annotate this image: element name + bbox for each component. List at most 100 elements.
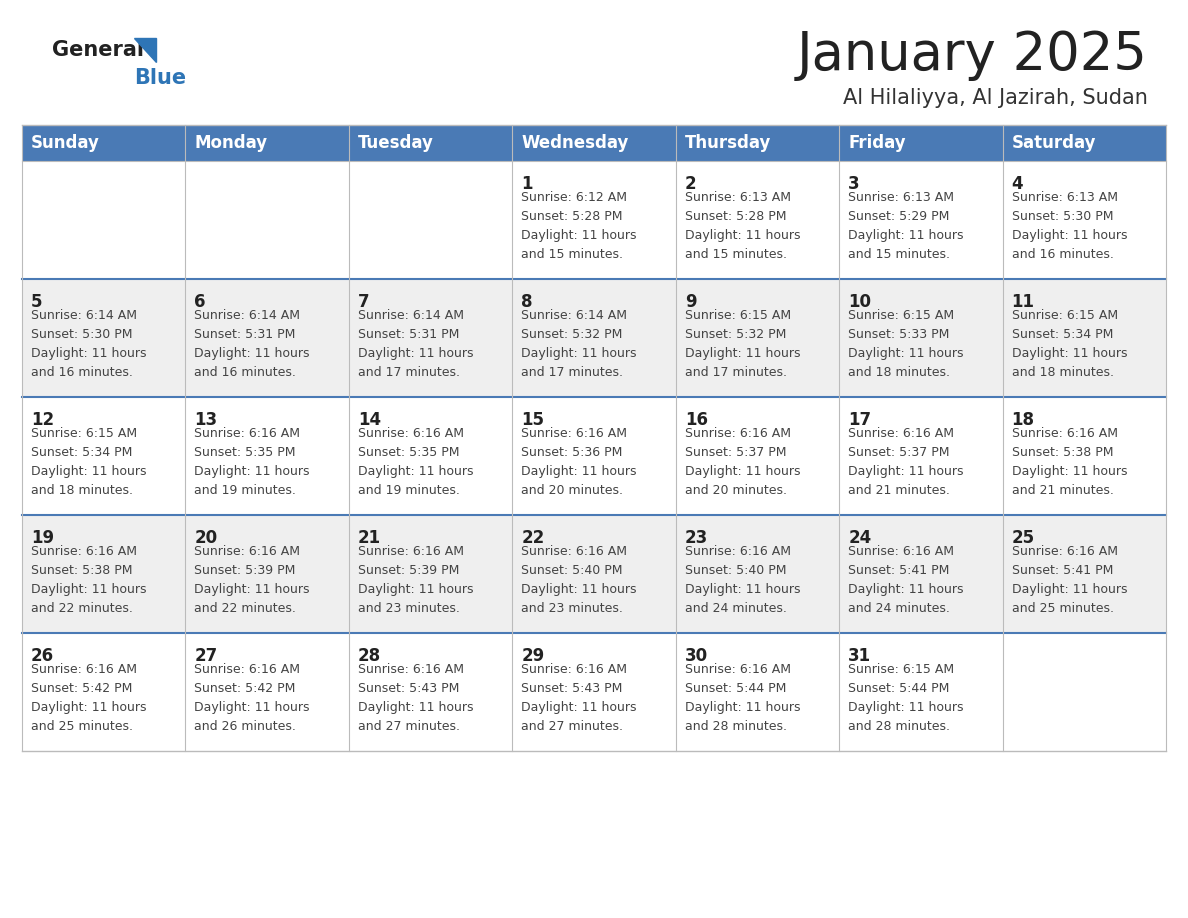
- Text: Sunrise: 6:14 AM: Sunrise: 6:14 AM: [522, 309, 627, 322]
- Text: Daylight: 11 hours: Daylight: 11 hours: [358, 583, 473, 596]
- Text: Thursday: Thursday: [684, 134, 771, 152]
- Text: and 28 minutes.: and 28 minutes.: [684, 720, 786, 733]
- Text: Sunrise: 6:16 AM: Sunrise: 6:16 AM: [522, 427, 627, 440]
- Text: Daylight: 11 hours: Daylight: 11 hours: [684, 465, 801, 478]
- Text: 10: 10: [848, 293, 871, 311]
- Text: Daylight: 11 hours: Daylight: 11 hours: [522, 465, 637, 478]
- Bar: [23, 161, 1165, 279]
- Text: Daylight: 11 hours: Daylight: 11 hours: [1011, 229, 1127, 242]
- Text: 3: 3: [848, 175, 860, 193]
- Text: Daylight: 11 hours: Daylight: 11 hours: [684, 229, 801, 242]
- Text: Daylight: 11 hours: Daylight: 11 hours: [522, 583, 637, 596]
- Text: and 25 minutes.: and 25 minutes.: [31, 720, 133, 733]
- Text: 19: 19: [31, 529, 55, 547]
- Text: Sunrise: 6:16 AM: Sunrise: 6:16 AM: [1011, 545, 1118, 558]
- Text: and 27 minutes.: and 27 minutes.: [522, 720, 624, 733]
- Bar: [23, 515, 1165, 633]
- Text: Sunset: 5:37 PM: Sunset: 5:37 PM: [684, 446, 786, 459]
- Text: Sunset: 5:42 PM: Sunset: 5:42 PM: [195, 682, 296, 695]
- Text: and 17 minutes.: and 17 minutes.: [522, 366, 624, 379]
- Text: Daylight: 11 hours: Daylight: 11 hours: [358, 465, 473, 478]
- Text: 26: 26: [31, 647, 55, 665]
- Text: and 20 minutes.: and 20 minutes.: [522, 484, 624, 497]
- Text: Daylight: 11 hours: Daylight: 11 hours: [684, 347, 801, 360]
- Text: Sunset: 5:42 PM: Sunset: 5:42 PM: [31, 682, 132, 695]
- Text: Daylight: 11 hours: Daylight: 11 hours: [31, 465, 146, 478]
- Text: Sunset: 5:31 PM: Sunset: 5:31 PM: [195, 328, 296, 341]
- Text: 22: 22: [522, 529, 544, 547]
- Text: Daylight: 11 hours: Daylight: 11 hours: [358, 701, 473, 714]
- Text: 5: 5: [31, 293, 43, 311]
- Text: Sunrise: 6:16 AM: Sunrise: 6:16 AM: [195, 545, 301, 558]
- Text: Daylight: 11 hours: Daylight: 11 hours: [31, 347, 146, 360]
- Bar: [349, 125, 512, 161]
- Text: Sunset: 5:41 PM: Sunset: 5:41 PM: [1011, 564, 1113, 577]
- Text: Daylight: 11 hours: Daylight: 11 hours: [522, 347, 637, 360]
- Text: Daylight: 11 hours: Daylight: 11 hours: [1011, 347, 1127, 360]
- Bar: [676, 125, 839, 161]
- Text: January 2025: January 2025: [797, 29, 1148, 81]
- Text: General: General: [52, 40, 144, 60]
- Text: Sunrise: 6:13 AM: Sunrise: 6:13 AM: [1011, 191, 1118, 204]
- Text: and 25 minutes.: and 25 minutes.: [1011, 602, 1113, 615]
- Text: Daylight: 11 hours: Daylight: 11 hours: [848, 347, 963, 360]
- Text: Sunset: 5:28 PM: Sunset: 5:28 PM: [684, 210, 786, 223]
- Text: Daylight: 11 hours: Daylight: 11 hours: [684, 701, 801, 714]
- Text: Sunrise: 6:16 AM: Sunrise: 6:16 AM: [31, 663, 137, 676]
- Bar: [1003, 125, 1165, 161]
- Text: 11: 11: [1011, 293, 1035, 311]
- Text: Sunrise: 6:16 AM: Sunrise: 6:16 AM: [358, 663, 463, 676]
- Text: and 17 minutes.: and 17 minutes.: [358, 366, 460, 379]
- Text: 1: 1: [522, 175, 532, 193]
- Text: 27: 27: [195, 647, 217, 665]
- Text: 31: 31: [848, 647, 871, 665]
- Text: and 18 minutes.: and 18 minutes.: [31, 484, 133, 497]
- Text: Sunrise: 6:16 AM: Sunrise: 6:16 AM: [684, 663, 791, 676]
- Text: Sunrise: 6:16 AM: Sunrise: 6:16 AM: [1011, 427, 1118, 440]
- Text: Sunrise: 6:15 AM: Sunrise: 6:15 AM: [1011, 309, 1118, 322]
- Text: Al Hilaliyya, Al Jazirah, Sudan: Al Hilaliyya, Al Jazirah, Sudan: [843, 88, 1148, 108]
- Text: and 22 minutes.: and 22 minutes.: [195, 602, 296, 615]
- Text: Sunset: 5:34 PM: Sunset: 5:34 PM: [31, 446, 132, 459]
- Bar: [839, 125, 1003, 161]
- Text: and 19 minutes.: and 19 minutes.: [195, 484, 296, 497]
- Text: and 21 minutes.: and 21 minutes.: [1011, 484, 1113, 497]
- Text: and 16 minutes.: and 16 minutes.: [31, 366, 133, 379]
- Text: Blue: Blue: [134, 68, 187, 88]
- Polygon shape: [134, 38, 156, 62]
- Text: Daylight: 11 hours: Daylight: 11 hours: [358, 347, 473, 360]
- Bar: [23, 633, 1165, 751]
- Text: Sunrise: 6:16 AM: Sunrise: 6:16 AM: [31, 545, 137, 558]
- Text: 6: 6: [195, 293, 206, 311]
- Text: and 18 minutes.: and 18 minutes.: [848, 366, 950, 379]
- Text: Sunrise: 6:15 AM: Sunrise: 6:15 AM: [684, 309, 791, 322]
- Text: Sunrise: 6:13 AM: Sunrise: 6:13 AM: [848, 191, 954, 204]
- Text: Sunset: 5:40 PM: Sunset: 5:40 PM: [522, 564, 623, 577]
- Text: 25: 25: [1011, 529, 1035, 547]
- Text: Sunday: Sunday: [31, 134, 100, 152]
- Text: Sunset: 5:38 PM: Sunset: 5:38 PM: [1011, 446, 1113, 459]
- Bar: [23, 397, 1165, 515]
- Text: 13: 13: [195, 411, 217, 429]
- Text: Daylight: 11 hours: Daylight: 11 hours: [195, 347, 310, 360]
- Text: 21: 21: [358, 529, 381, 547]
- Text: Wednesday: Wednesday: [522, 134, 628, 152]
- Text: Friday: Friday: [848, 134, 905, 152]
- Text: and 16 minutes.: and 16 minutes.: [195, 366, 296, 379]
- Text: 29: 29: [522, 647, 544, 665]
- Text: Saturday: Saturday: [1011, 134, 1097, 152]
- Text: Sunrise: 6:16 AM: Sunrise: 6:16 AM: [522, 545, 627, 558]
- Text: and 27 minutes.: and 27 minutes.: [358, 720, 460, 733]
- Text: Sunset: 5:41 PM: Sunset: 5:41 PM: [848, 564, 949, 577]
- Text: Daylight: 11 hours: Daylight: 11 hours: [31, 701, 146, 714]
- Text: Sunrise: 6:14 AM: Sunrise: 6:14 AM: [358, 309, 463, 322]
- Text: and 17 minutes.: and 17 minutes.: [684, 366, 786, 379]
- Text: and 20 minutes.: and 20 minutes.: [684, 484, 786, 497]
- Text: Sunrise: 6:13 AM: Sunrise: 6:13 AM: [684, 191, 791, 204]
- Text: Sunrise: 6:15 AM: Sunrise: 6:15 AM: [848, 309, 954, 322]
- Text: 7: 7: [358, 293, 369, 311]
- Text: 4: 4: [1011, 175, 1023, 193]
- Text: Sunset: 5:32 PM: Sunset: 5:32 PM: [684, 328, 786, 341]
- Text: and 24 minutes.: and 24 minutes.: [848, 602, 950, 615]
- Text: Sunrise: 6:16 AM: Sunrise: 6:16 AM: [684, 545, 791, 558]
